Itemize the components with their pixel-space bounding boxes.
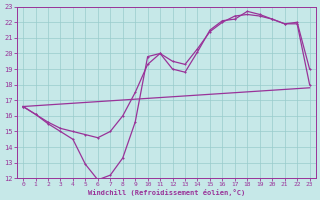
X-axis label: Windchill (Refroidissement éolien,°C): Windchill (Refroidissement éolien,°C) [88, 189, 245, 196]
